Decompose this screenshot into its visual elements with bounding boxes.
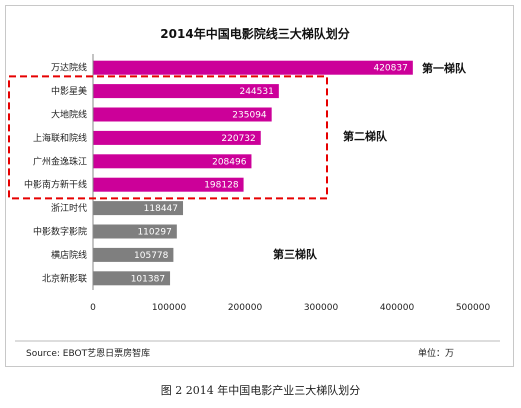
x-tick-label: 0 [90, 303, 96, 313]
data-label: 420837 [373, 64, 407, 74]
bar [93, 177, 244, 192]
category-label: 大地院线 [51, 109, 87, 121]
x-tick-label: 200000 [228, 303, 263, 313]
second-tier-highlight-box [8, 75, 328, 200]
category-label: 万达院线 [51, 62, 87, 74]
category-label: 中影数字影院 [33, 226, 87, 238]
source-note: Source: EBOT艺恩日票房智库 [26, 347, 150, 359]
chart-frame [5, 5, 514, 367]
category-label: 浙江时代 [51, 202, 87, 214]
tier-label-second: 第二梯队 [343, 129, 388, 143]
x-tick-label: 400000 [380, 303, 415, 313]
figure-caption: 图 2 2014 年中国电影产业三大梯队划分 [160, 384, 361, 397]
data-label: 110297 [137, 228, 171, 238]
x-tick-label: 500000 [456, 303, 491, 313]
x-tick-label: 300000 [304, 303, 339, 313]
bar [93, 84, 279, 99]
data-label: 220732 [221, 134, 255, 144]
category-label: 北京新影联 [42, 272, 87, 284]
bar [93, 60, 413, 75]
tier-label-first: 第一梯队 [422, 61, 467, 75]
bar [93, 154, 252, 169]
data-label: 118447 [144, 204, 178, 214]
data-label: 244531 [239, 87, 273, 97]
data-label: 235094 [232, 111, 267, 121]
data-label: 208496 [212, 157, 247, 167]
bar [93, 130, 261, 145]
data-label: 101387 [131, 274, 165, 284]
bar [93, 271, 171, 286]
category-label: 广州金逸珠江 [33, 155, 87, 167]
unit-note: 单位：万 [418, 347, 454, 359]
tier-label-third: 第三梯队 [273, 247, 318, 261]
bar [93, 201, 184, 216]
data-label: 105778 [134, 251, 169, 261]
category-label: 横店院线 [51, 249, 87, 261]
x-tick-label: 100000 [152, 303, 187, 313]
category-label: 上海联和院线 [33, 132, 87, 144]
category-label: 中影星美 [51, 85, 87, 97]
bar [93, 247, 174, 262]
data-label: 198128 [204, 181, 239, 191]
bar [93, 107, 272, 122]
category-label: 中影南方新干线 [24, 179, 87, 191]
chart-title: 2014年中国电影院线三大梯队划分 [160, 26, 349, 41]
bar [93, 224, 177, 239]
